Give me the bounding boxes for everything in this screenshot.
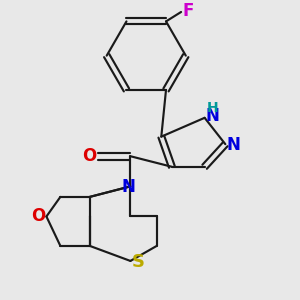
Text: O: O — [82, 147, 97, 165]
Text: F: F — [182, 2, 194, 20]
Text: O: O — [31, 208, 45, 226]
Text: N: N — [206, 107, 220, 125]
Text: H: H — [207, 101, 219, 116]
Text: N: N — [227, 136, 241, 154]
Text: S: S — [132, 253, 145, 271]
Text: N: N — [122, 178, 136, 196]
